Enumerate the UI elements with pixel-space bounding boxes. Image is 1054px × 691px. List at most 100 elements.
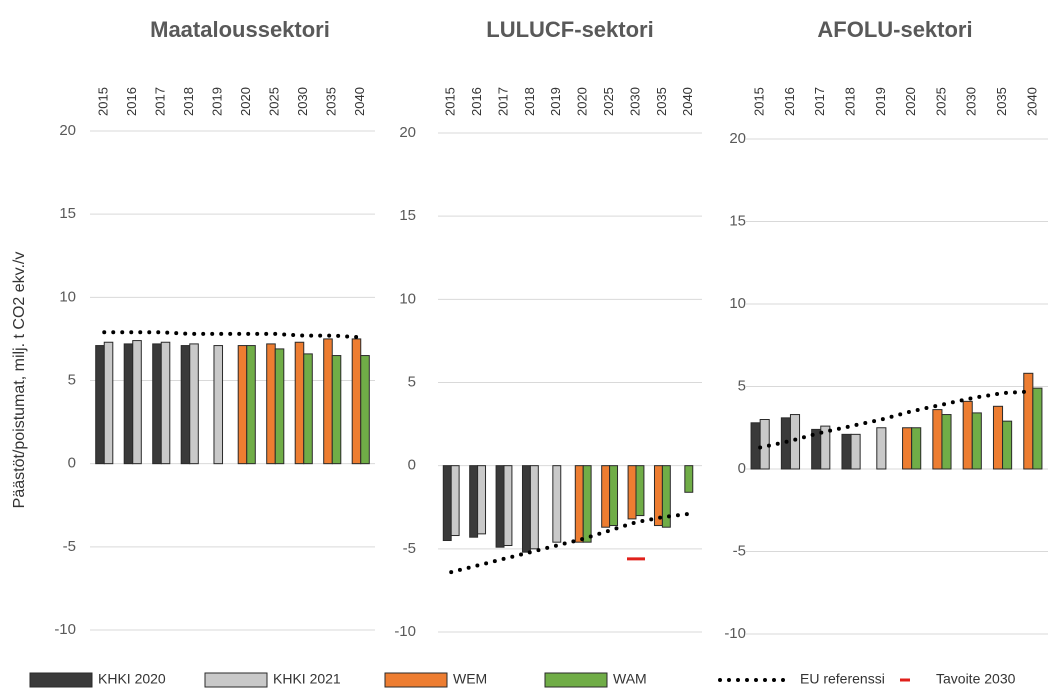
x-tick-label: 2016: [782, 87, 797, 116]
x-tick-label: 2018: [842, 87, 857, 116]
series: WEM: [902, 372, 1034, 470]
bar: [609, 465, 619, 527]
bar: [503, 465, 513, 547]
bar: [841, 433, 852, 470]
x-tick-label: 2020: [903, 87, 918, 116]
line: [102, 330, 363, 340]
legend-swatch: [384, 672, 448, 688]
x-tick-label: 2017: [812, 87, 827, 116]
x-tick-label: 2030: [627, 87, 642, 116]
bar: [123, 343, 134, 465]
legend-swatch: [29, 672, 93, 688]
legend-item: EU referenssi: [718, 671, 885, 687]
legend-label: EU referenssi: [800, 671, 885, 687]
y-axis-label: Päästöt/poistumat, milj. t CO2 ekv./v: [11, 252, 28, 509]
legend-item: WAM: [544, 671, 647, 688]
bar: [189, 343, 199, 465]
bar: [237, 345, 248, 465]
bar: [521, 465, 531, 553]
y-tick-label: 20: [399, 124, 416, 141]
legend-item: WEM: [384, 671, 487, 688]
bar: [1032, 387, 1043, 470]
y-tick-label: -5: [733, 542, 746, 559]
y-tick-label: 15: [399, 207, 416, 224]
x-tick-label: 2018: [522, 87, 537, 116]
bar: [992, 405, 1004, 470]
series: EU referenssi: [758, 389, 1035, 450]
bar: [552, 465, 562, 543]
bar: [911, 427, 922, 470]
y-tick-label: 10: [59, 288, 76, 305]
x-tick-label: 2025: [933, 87, 948, 116]
x-tick-label: 2015: [443, 87, 458, 116]
bar: [902, 427, 913, 470]
bar: [360, 355, 370, 465]
bar: [442, 465, 452, 542]
y-tick-label: -10: [394, 623, 416, 640]
x-tick-label: 2019: [210, 87, 225, 116]
y-tick-label: 0: [68, 455, 76, 472]
y-tick-label: 20: [729, 130, 746, 147]
legend-swatch: [544, 672, 608, 688]
y-tick-label: 15: [59, 205, 76, 222]
y-tick-label: 10: [399, 290, 416, 307]
y-tick-label: -5: [63, 538, 76, 555]
y-tick-label: 10: [729, 295, 746, 312]
chart-title: AFOLU-sektori: [817, 17, 972, 42]
series: WEM: [574, 465, 663, 543]
y-tick-label: 0: [408, 457, 416, 474]
legend-swatch: [204, 672, 268, 688]
x-tick-label: 2030: [964, 87, 979, 116]
series: KHKI 2021: [759, 414, 887, 470]
x-tick-label: 2035: [324, 87, 339, 116]
bar: [574, 465, 584, 543]
x-tick-label: 2015: [96, 87, 111, 116]
x-tick-label: 2040: [1024, 87, 1039, 116]
bar: [876, 427, 887, 470]
bar: [274, 348, 285, 465]
x-tick-label: 2035: [654, 87, 669, 116]
series: WAM: [246, 345, 370, 465]
legend-label: KHKI 2020: [98, 671, 166, 687]
x-tick-label: 2025: [601, 87, 616, 116]
bar: [132, 340, 142, 465]
bar: [351, 338, 362, 465]
y-tick-label: -10: [724, 625, 746, 642]
y-tick-label: 0: [738, 460, 746, 477]
bar: [582, 465, 592, 543]
bar: [477, 465, 487, 535]
bar: [323, 338, 333, 465]
series: KHKI 2021: [450, 465, 562, 550]
bar: [635, 465, 645, 517]
bar: [103, 341, 114, 465]
bar: [450, 465, 460, 537]
x-tick-label: 2020: [238, 87, 253, 116]
x-tick-label: 2015: [752, 87, 767, 116]
series: EU referenssi: [449, 511, 691, 575]
y-tick-label: -10: [54, 621, 76, 638]
bar: [627, 465, 637, 520]
series: WEM: [237, 338, 362, 465]
legend-label: WEM: [453, 671, 487, 687]
x-tick-label: 2016: [124, 87, 139, 116]
bar: [213, 345, 224, 465]
bar: [684, 465, 694, 493]
x-tick-label: 2016: [469, 87, 484, 116]
bar: [1002, 420, 1013, 470]
bar: [180, 345, 191, 465]
bar: [750, 422, 761, 470]
line: [758, 389, 1035, 450]
chart-title: LULUCF-sektori: [486, 17, 653, 42]
line: [449, 511, 691, 575]
bar: [95, 345, 105, 465]
bar: [941, 414, 952, 470]
legend-item: Tavoite 2030: [900, 671, 1016, 687]
bar: [331, 355, 342, 465]
bar: [932, 409, 943, 470]
bar: [789, 414, 801, 470]
bar: [529, 465, 539, 550]
